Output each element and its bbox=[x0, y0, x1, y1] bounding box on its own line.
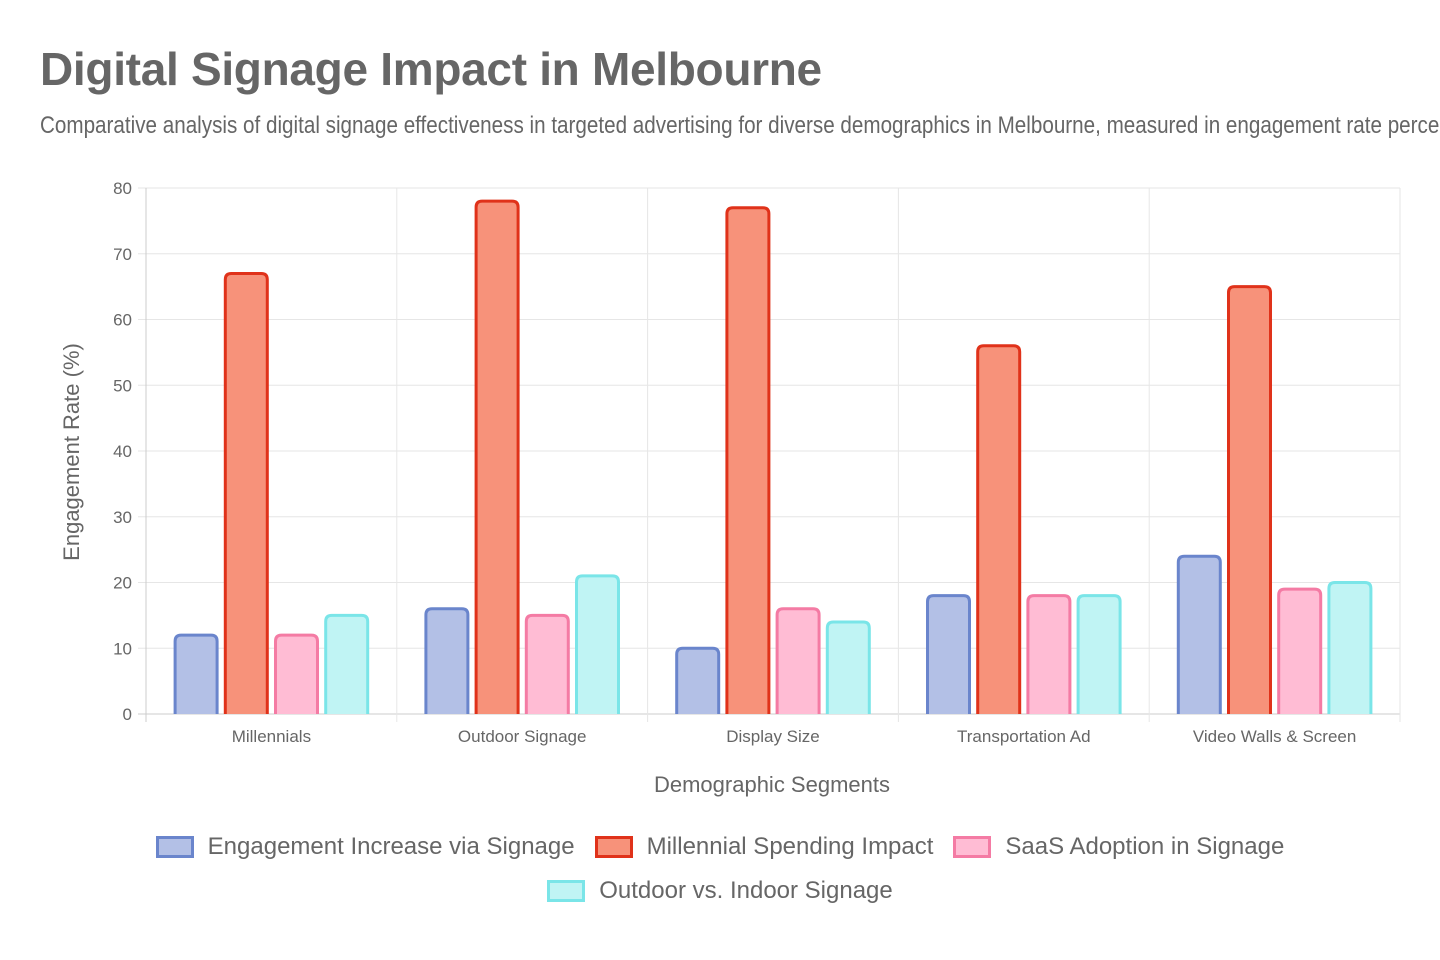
bar-series-3[interactable] bbox=[274, 633, 319, 714]
legend-label: Outdoor vs. Indoor Signage bbox=[599, 877, 893, 904]
x-tick-label: Display Size bbox=[726, 727, 820, 746]
x-tick-label: Transportation Ad bbox=[957, 727, 1091, 746]
bar-series-4[interactable] bbox=[324, 613, 370, 714]
bar-series-4[interactable] bbox=[575, 574, 620, 714]
bar-series-4[interactable] bbox=[1076, 594, 1122, 714]
y-tick-label: 80 bbox=[113, 179, 132, 198]
bar-series-3[interactable] bbox=[1026, 594, 1072, 714]
y-tick-label: 40 bbox=[113, 442, 132, 461]
y-tick-label: 20 bbox=[113, 574, 132, 593]
legend: Engagement Increase via Signage Millennia… bbox=[100, 832, 1340, 906]
legend-item[interactable]: SaaS Adoption in Signage bbox=[953, 832, 1284, 862]
legend-swatch bbox=[594, 836, 633, 858]
y-tick-label: 70 bbox=[113, 245, 132, 264]
legend-label: Engagement Increase via Signage bbox=[207, 833, 575, 860]
bar-series-1[interactable] bbox=[675, 646, 721, 714]
bar-series-1[interactable] bbox=[926, 594, 971, 714]
bar-series-4[interactable] bbox=[825, 620, 871, 714]
bars bbox=[173, 199, 1373, 715]
legend-label: SaaS Adoption in Signage bbox=[1005, 833, 1285, 860]
tick-labels: 0 10 20 30 40 50 60 70 80 Millennials Outdoor Sign… bbox=[113, 179, 1356, 746]
x-axis-title: Demographic Segments bbox=[654, 772, 890, 797]
bar-series-2[interactable] bbox=[725, 206, 771, 714]
x-tick-label: Millennials bbox=[232, 727, 311, 746]
bar-series-1[interactable] bbox=[173, 633, 219, 714]
legend-swatch bbox=[953, 836, 992, 858]
bar-series-4[interactable] bbox=[1327, 581, 1373, 715]
y-tick-label: 60 bbox=[113, 311, 132, 330]
chart-subtitle: Comparative analysis of digital signage … bbox=[40, 112, 1440, 139]
x-tick-label: Outdoor Signage bbox=[458, 727, 587, 746]
chart-title: Digital Signage Impact in Melbourne bbox=[40, 43, 822, 95]
legend-swatch bbox=[155, 836, 194, 858]
y-tick-label: 30 bbox=[113, 508, 132, 527]
bar-series-2[interactable] bbox=[1227, 285, 1272, 714]
bar-series-3[interactable] bbox=[524, 613, 570, 714]
legend-swatch bbox=[547, 880, 586, 902]
legend-item[interactable]: Outdoor vs. Indoor Signage bbox=[547, 876, 893, 906]
bar-chart: 0 10 20 30 40 50 60 70 80 Millennials Outdoor Sign… bbox=[59, 179, 1401, 797]
y-tick-label: 50 bbox=[113, 376, 132, 395]
bar-series-3[interactable] bbox=[1277, 587, 1323, 714]
legend-item[interactable]: Millennial Spending Impact bbox=[594, 832, 934, 862]
legend-item[interactable]: Engagement Increase via Signage bbox=[155, 832, 575, 862]
y-tick-label: 0 bbox=[123, 705, 132, 724]
bar-series-1[interactable] bbox=[1176, 554, 1222, 714]
legend-label: Millennial Spending Impact bbox=[646, 833, 934, 860]
bar-series-3[interactable] bbox=[775, 607, 821, 714]
bar-series-2[interactable] bbox=[223, 271, 269, 714]
x-tick-label: Video Walls & Screen bbox=[1193, 727, 1356, 746]
y-axis-title: Engagement Rate (%) bbox=[59, 343, 84, 561]
bar-series-2[interactable] bbox=[976, 344, 1022, 714]
bar-series-2[interactable] bbox=[474, 199, 520, 714]
y-tick-label: 10 bbox=[113, 639, 132, 658]
bar-series-1[interactable] bbox=[424, 607, 470, 714]
